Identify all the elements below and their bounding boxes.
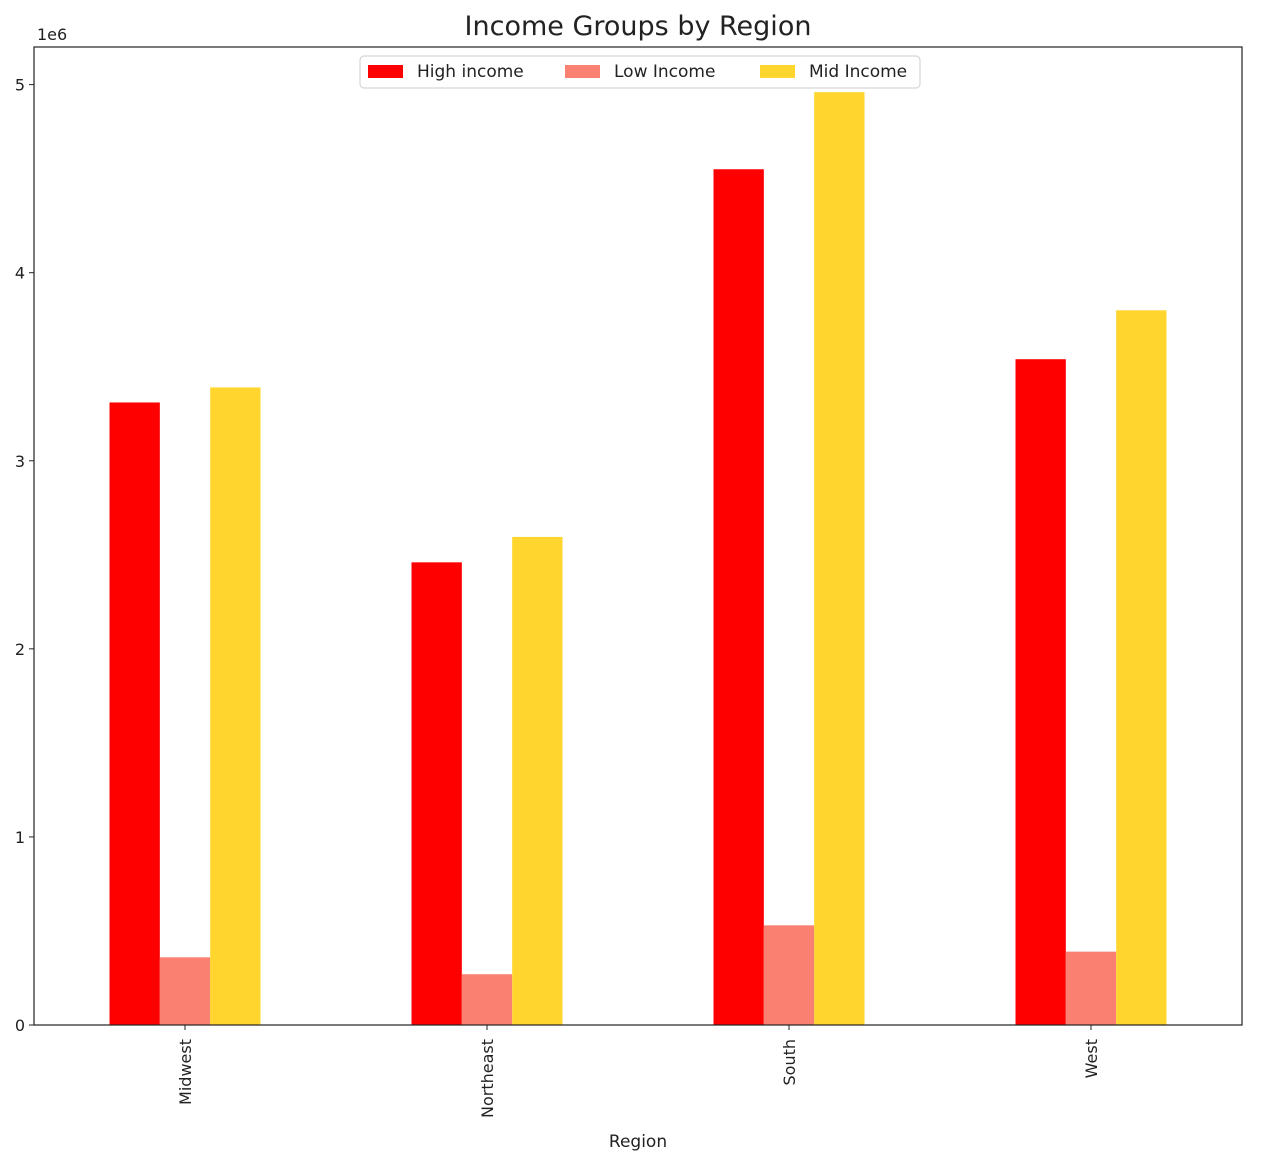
y-tick-label: 5 (15, 76, 25, 95)
legend-swatch-high-income (368, 65, 403, 78)
y-tick-label: 4 (15, 264, 25, 283)
plot-frame (33, 46, 1243, 1026)
x-axis-label: Region (609, 1132, 667, 1152)
bar-high-income-west (1015, 359, 1066, 1026)
bar-high-income-northeast (411, 562, 462, 1025)
legend-swatch-low-income (565, 65, 600, 78)
legend-swatch-mid-income (760, 65, 795, 78)
bar-low-income-midwest (159, 957, 211, 1025)
bar-high-income-midwest (109, 402, 160, 1026)
bar-mid-income-midwest (210, 387, 261, 1025)
bar-mid-income-south (814, 92, 865, 1025)
chart-title: Income Groups by Region (465, 11, 812, 42)
axes-group: 0 1 2 3 4 5 Midwest Northeast South West (15, 46, 1243, 1118)
legend-label-low-income: Low Income (614, 62, 715, 82)
x-tick-label-south: South (780, 1039, 799, 1086)
bar-low-income-south (763, 925, 815, 1025)
y-tick-label: 0 (15, 1016, 25, 1035)
y-axis-offset-label: 1e6 (37, 25, 67, 44)
legend-label-mid-income: Mid Income (809, 62, 907, 82)
bar-mid-income-northeast (512, 536, 563, 1025)
bar-low-income-west (1065, 951, 1117, 1025)
y-tick-label: 1 (15, 828, 25, 847)
bars-group (109, 92, 1167, 1026)
bar-high-income-south (713, 169, 764, 1025)
x-tick-label-midwest: Midwest (176, 1039, 195, 1105)
y-tick-label: 3 (15, 452, 25, 471)
bar-mid-income-west (1116, 310, 1167, 1025)
legend: High income Low Income Mid Income (359, 55, 921, 89)
legend-box (359, 55, 921, 89)
bar-low-income-northeast (461, 974, 513, 1025)
x-tick-label-northeast: Northeast (478, 1039, 497, 1118)
y-tick-label: 2 (15, 640, 25, 659)
x-tick-label-west: West (1082, 1039, 1101, 1078)
legend-label-high-income: High income (417, 62, 524, 82)
